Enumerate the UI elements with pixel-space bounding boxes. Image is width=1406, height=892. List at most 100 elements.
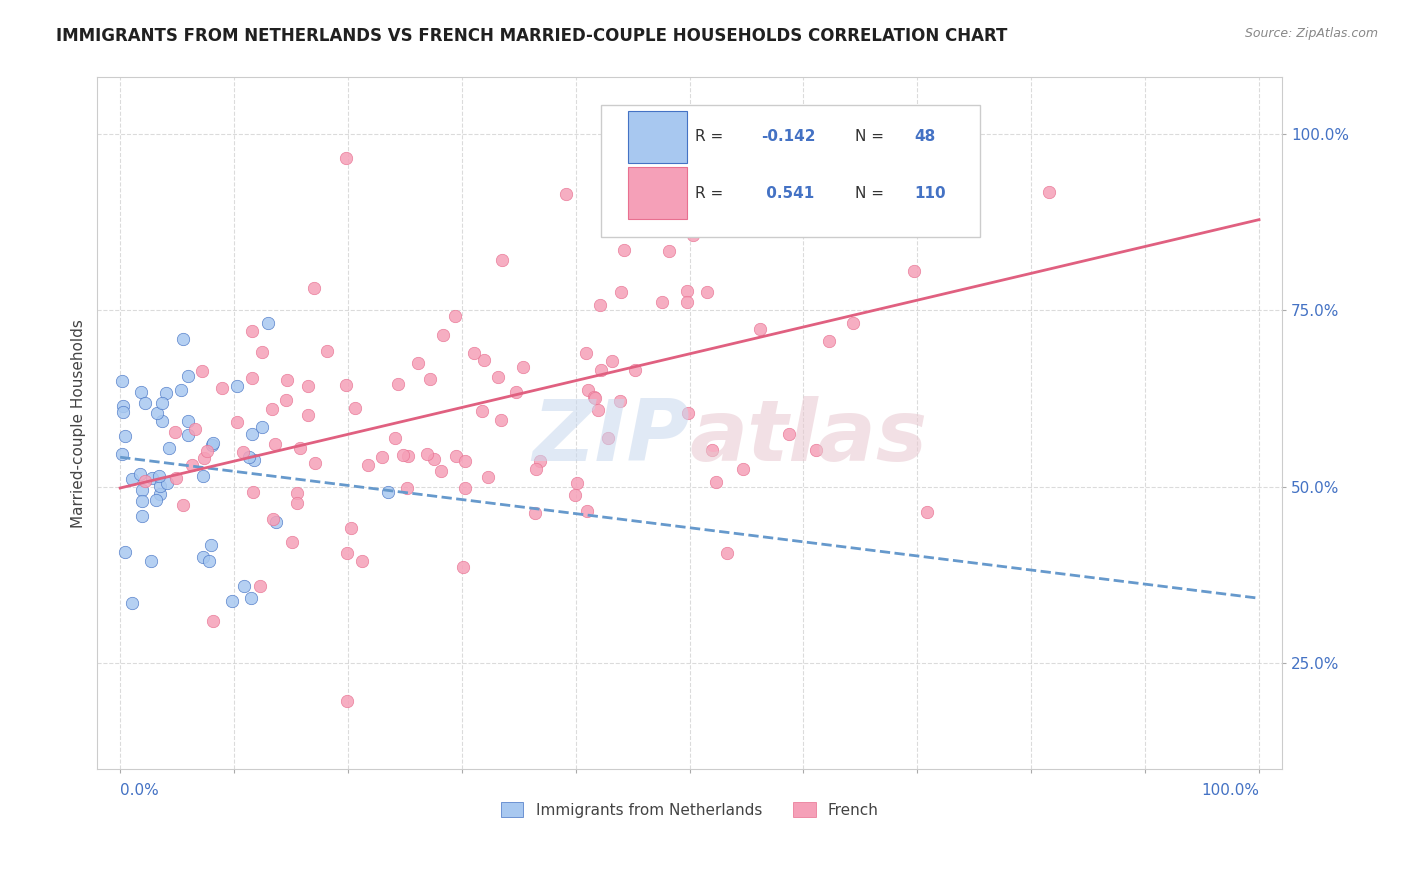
Point bbox=[201, 438, 224, 452]
Point bbox=[150, 396, 173, 410]
Point bbox=[586, 403, 609, 417]
Point bbox=[818, 334, 841, 348]
Point bbox=[430, 464, 453, 478]
Point bbox=[623, 362, 645, 376]
Point bbox=[184, 422, 207, 436]
Text: -0.142: -0.142 bbox=[761, 129, 815, 145]
Point bbox=[676, 285, 699, 299]
Text: 100.0%: 100.0% bbox=[1201, 783, 1258, 798]
Point bbox=[250, 345, 273, 359]
Point bbox=[335, 378, 357, 392]
Point bbox=[155, 385, 177, 400]
Point bbox=[111, 447, 134, 461]
Point bbox=[163, 425, 186, 439]
Point bbox=[486, 369, 509, 384]
Point bbox=[676, 295, 699, 310]
Point bbox=[589, 363, 612, 377]
Point bbox=[304, 456, 326, 470]
Point bbox=[377, 485, 399, 500]
Point bbox=[903, 264, 925, 278]
Point bbox=[564, 488, 586, 502]
Point bbox=[491, 413, 513, 427]
Point bbox=[242, 452, 264, 467]
Text: IMMIGRANTS FROM NETHERLANDS VS FRENCH MARRIED-COUPLE HOUSEHOLDS CORRELATION CHAR: IMMIGRANTS FROM NETHERLANDS VS FRENCH MA… bbox=[56, 27, 1008, 45]
Point bbox=[609, 393, 631, 408]
Point bbox=[260, 401, 283, 416]
Point bbox=[114, 545, 136, 559]
Point bbox=[226, 379, 249, 393]
Point bbox=[250, 419, 273, 434]
Y-axis label: Married-couple Households: Married-couple Households bbox=[72, 319, 86, 528]
Point bbox=[157, 442, 180, 456]
Point bbox=[554, 187, 576, 202]
Point bbox=[335, 151, 357, 165]
Point bbox=[297, 379, 319, 393]
Point bbox=[463, 346, 485, 360]
Point bbox=[716, 546, 738, 560]
Point bbox=[114, 429, 136, 443]
Point bbox=[778, 427, 800, 442]
Point bbox=[181, 458, 204, 472]
Point bbox=[172, 332, 194, 346]
Point bbox=[644, 191, 666, 205]
Point bbox=[357, 458, 380, 472]
Point bbox=[146, 406, 169, 420]
Point bbox=[191, 468, 214, 483]
Point bbox=[238, 450, 260, 464]
Point bbox=[396, 449, 419, 463]
Point bbox=[512, 359, 534, 374]
Point bbox=[704, 475, 727, 490]
Point bbox=[392, 449, 415, 463]
Text: R =: R = bbox=[696, 186, 728, 201]
Point bbox=[211, 381, 233, 395]
Point bbox=[193, 450, 215, 465]
Point bbox=[190, 364, 212, 378]
Text: 0.0%: 0.0% bbox=[120, 783, 159, 798]
Text: Source: ZipAtlas.com: Source: ZipAtlas.com bbox=[1244, 27, 1378, 40]
Text: N =: N = bbox=[855, 186, 889, 201]
Point bbox=[165, 471, 187, 485]
Point bbox=[432, 328, 454, 343]
Point bbox=[111, 399, 134, 413]
Point bbox=[731, 462, 754, 476]
FancyBboxPatch shape bbox=[628, 111, 688, 162]
Point bbox=[177, 428, 200, 442]
Point bbox=[343, 401, 366, 416]
Point bbox=[336, 694, 359, 708]
Point bbox=[423, 451, 446, 466]
Point bbox=[583, 391, 606, 405]
Point bbox=[529, 454, 551, 468]
Point bbox=[396, 482, 419, 496]
Point bbox=[191, 550, 214, 565]
Point bbox=[523, 507, 546, 521]
Point bbox=[262, 511, 284, 525]
Point bbox=[240, 324, 263, 338]
Point bbox=[177, 414, 200, 428]
Point bbox=[249, 579, 271, 593]
Point bbox=[134, 474, 156, 488]
Point bbox=[221, 594, 243, 608]
Point bbox=[575, 346, 598, 360]
FancyBboxPatch shape bbox=[600, 105, 980, 236]
Point bbox=[696, 285, 718, 299]
Point bbox=[613, 243, 636, 257]
Point bbox=[256, 316, 278, 330]
Point bbox=[131, 493, 153, 508]
Point bbox=[264, 437, 287, 451]
Point bbox=[682, 227, 704, 242]
Point bbox=[131, 483, 153, 497]
Text: atlas: atlas bbox=[689, 396, 928, 479]
Point bbox=[315, 343, 337, 358]
Point bbox=[145, 493, 167, 508]
Point bbox=[815, 151, 838, 165]
Point bbox=[491, 253, 513, 268]
Point bbox=[582, 390, 605, 404]
Point bbox=[651, 294, 673, 309]
Point bbox=[610, 285, 633, 300]
Point bbox=[288, 442, 311, 456]
Point bbox=[170, 384, 193, 398]
Point bbox=[676, 406, 699, 420]
Point bbox=[285, 496, 308, 510]
Point bbox=[242, 484, 264, 499]
Point bbox=[408, 356, 430, 370]
